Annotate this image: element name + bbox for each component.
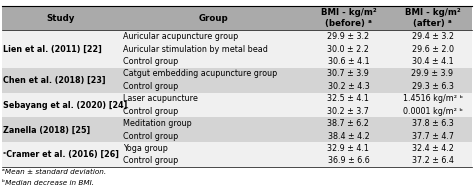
Text: 30.4 ± 4.1: 30.4 ± 4.1 (412, 57, 453, 66)
Text: 30.7 ± 3.9: 30.7 ± 3.9 (328, 69, 369, 78)
Text: Control group: Control group (123, 82, 179, 91)
Text: 32.9 ± 4.1: 32.9 ± 4.1 (328, 144, 369, 153)
Text: Yoga group: Yoga group (123, 144, 168, 153)
Text: Chen et al. (2018) [23]: Chen et al. (2018) [23] (3, 76, 106, 85)
Text: ᶜCramer et al. (2016) [26]: ᶜCramer et al. (2016) [26] (3, 150, 119, 159)
Text: 0.0001 kg/m² ᵇ: 0.0001 kg/m² ᵇ (402, 107, 463, 116)
Text: 38.7 ± 6.2: 38.7 ± 6.2 (328, 119, 369, 128)
Text: Control group: Control group (123, 132, 179, 141)
Text: 29.9 ± 3.9: 29.9 ± 3.9 (411, 69, 454, 78)
Bar (2, 117, 472, 142)
Text: 37.2 ± 6.4: 37.2 ± 6.4 (411, 157, 454, 165)
Text: 1.4516 kg/m² ᵇ: 1.4516 kg/m² ᵇ (402, 94, 463, 103)
Text: Laser acupuncture: Laser acupuncture (123, 94, 198, 103)
Text: 37.7 ± 4.7: 37.7 ± 4.7 (411, 132, 454, 141)
Text: 29.6 ± 2.0: 29.6 ± 2.0 (411, 44, 454, 54)
Text: Study: Study (46, 13, 74, 23)
Text: 32.5 ± 4.1: 32.5 ± 4.1 (328, 94, 369, 103)
Bar (2, 68, 472, 93)
Bar (2, 30, 472, 68)
Text: 36.9 ± 6.6: 36.9 ± 6.6 (328, 157, 369, 165)
Text: 29.4 ± 3.2: 29.4 ± 3.2 (411, 32, 454, 41)
Text: ᵃMean ± standard deviation.: ᵃMean ± standard deviation. (2, 169, 107, 175)
Text: Auricular stimulation by metal bead: Auricular stimulation by metal bead (123, 44, 268, 54)
Text: BMI - kg/m²
(after) ᵃ: BMI - kg/m² (after) ᵃ (405, 8, 460, 28)
Text: Catgut embedding acupuncture group: Catgut embedding acupuncture group (123, 69, 277, 78)
Text: 30.2 ± 3.7: 30.2 ± 3.7 (328, 107, 369, 116)
Text: BMI - kg/m²
(before) ᵃ: BMI - kg/m² (before) ᵃ (320, 8, 376, 28)
Text: Sebayang et al. (2020) [24]: Sebayang et al. (2020) [24] (3, 101, 127, 109)
Text: 38.4 ± 4.2: 38.4 ± 4.2 (328, 132, 369, 141)
Text: Control group: Control group (123, 157, 179, 165)
Text: 30.0 ± 2.2: 30.0 ± 2.2 (328, 44, 369, 54)
Text: 29.9 ± 3.2: 29.9 ± 3.2 (328, 32, 369, 41)
Bar (2, 93, 472, 117)
Text: ᵇMedian decrease in BMI.: ᵇMedian decrease in BMI. (2, 180, 94, 186)
Text: Zanella (2018) [25]: Zanella (2018) [25] (3, 125, 90, 134)
Bar (2, 6, 472, 30)
Text: Control group: Control group (123, 57, 179, 66)
Text: 30.6 ± 4.1: 30.6 ± 4.1 (328, 57, 369, 66)
Text: Control group: Control group (123, 107, 179, 116)
Text: 32.4 ± 4.2: 32.4 ± 4.2 (411, 144, 454, 153)
Text: Group: Group (199, 13, 228, 23)
Text: 30.2 ± 4.3: 30.2 ± 4.3 (328, 82, 369, 91)
Text: Meditation group: Meditation group (123, 119, 192, 128)
Text: Lien et al. (2011) [22]: Lien et al. (2011) [22] (3, 44, 102, 54)
Text: 29.3 ± 6.3: 29.3 ± 6.3 (411, 82, 454, 91)
Text: Auricular acupuncture group: Auricular acupuncture group (123, 32, 238, 41)
Bar (2, 142, 472, 167)
Text: 37.8 ± 6.3: 37.8 ± 6.3 (411, 119, 454, 128)
